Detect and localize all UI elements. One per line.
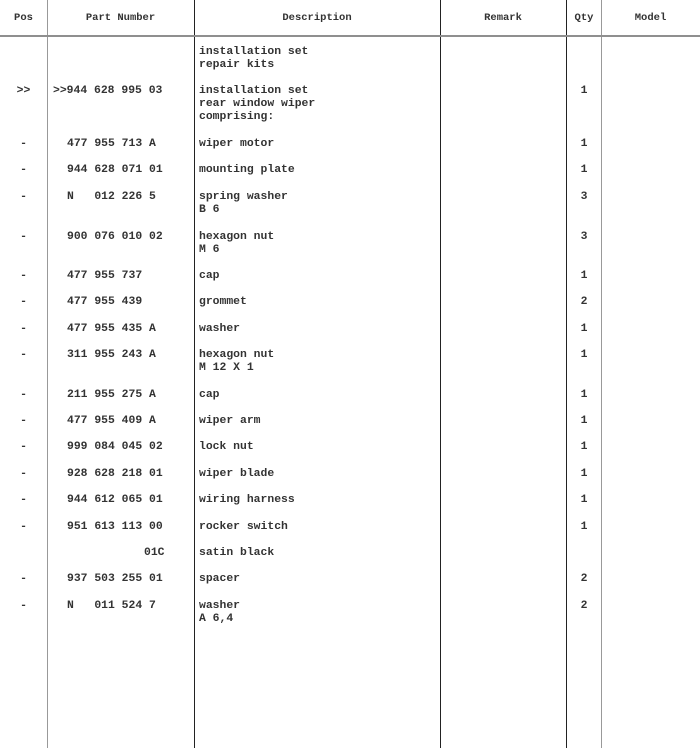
header-description: Description <box>282 12 352 24</box>
pos-cell: - <box>20 296 27 308</box>
qty-cell: 3 <box>580 191 588 203</box>
part-number-cell: 477 955 713 A <box>67 138 156 150</box>
pos-cell: - <box>20 468 27 480</box>
header-model: Model <box>634 12 667 24</box>
pos-cell: - <box>20 349 27 361</box>
qty-cell: 3 <box>580 231 588 243</box>
description-line: rocker switch <box>199 521 288 533</box>
header-remark: Remark <box>484 12 522 24</box>
description-line: M 6 <box>199 244 220 256</box>
description-line: hexagon nut <box>199 349 275 361</box>
description-line: lock nut <box>199 441 254 453</box>
qty-cell: 1 <box>580 164 588 176</box>
description-line: washer <box>199 323 241 335</box>
part-number-cell: 311 955 243 A <box>67 349 156 361</box>
description-line: repair kits <box>199 59 275 71</box>
qty-cell: 1 <box>580 415 588 427</box>
description-line: hexagon nut <box>199 231 275 243</box>
column-divider <box>440 0 441 748</box>
qty-cell: 1 <box>580 323 588 335</box>
qty-cell: 1 <box>580 389 588 401</box>
part-number-cell: 211 955 275 A <box>67 389 156 401</box>
qty-cell: 2 <box>580 296 588 308</box>
pos-cell: - <box>20 521 27 533</box>
column-divider <box>47 0 48 748</box>
description-line: cap <box>199 270 220 282</box>
pos-cell: - <box>20 191 27 203</box>
header-qty: Qty <box>574 12 594 24</box>
part-number-cell: >>944 628 995 03 <box>53 85 163 97</box>
part-number-cell: 951 613 113 00 <box>67 521 163 533</box>
description-line: washer <box>199 600 241 612</box>
header-divider <box>0 35 700 37</box>
qty-cell: 1 <box>580 494 588 506</box>
pos-cell: - <box>20 573 27 585</box>
pos-cell: - <box>20 323 27 335</box>
part-number-cell: 999 084 045 02 <box>67 441 163 453</box>
qty-cell: 2 <box>580 573 588 585</box>
qty-cell: 1 <box>580 468 588 480</box>
header-pos: Pos <box>14 12 33 24</box>
part-number-cell: 928 628 218 01 <box>67 468 163 480</box>
description-line: A 6,4 <box>199 613 234 625</box>
description-line: installation set <box>199 46 309 58</box>
qty-cell: 2 <box>580 600 588 612</box>
part-number-cell: N 011 524 7 <box>67 600 156 612</box>
description-line: spring washer <box>199 191 288 203</box>
column-divider <box>601 0 602 748</box>
description-line: wiring harness <box>199 494 295 506</box>
description-line: wiper arm <box>199 415 261 427</box>
part-number-cell: 477 955 737 <box>67 270 143 282</box>
qty-cell: 1 <box>580 521 588 533</box>
column-divider <box>566 0 567 748</box>
column-divider <box>194 0 195 748</box>
description-line: cap <box>199 389 220 401</box>
part-number-cell: 944 612 065 01 <box>67 494 163 506</box>
qty-cell: 1 <box>580 270 588 282</box>
pos-cell: - <box>20 231 27 243</box>
part-number-cell: 01C <box>144 547 165 559</box>
description-line: rear window wiper <box>199 98 316 110</box>
qty-cell: 1 <box>580 441 588 453</box>
part-number-cell: 477 955 409 A <box>67 415 156 427</box>
qty-cell: 1 <box>580 85 588 97</box>
description-line: spacer <box>199 573 241 585</box>
part-number-cell: 477 955 435 A <box>67 323 156 335</box>
description-line: M 12 X 1 <box>199 362 254 374</box>
header-part-number: Part Number <box>85 12 156 24</box>
pos-cell: - <box>20 138 27 150</box>
pos-cell: - <box>20 270 27 282</box>
pos-cell: - <box>20 441 27 453</box>
part-number-cell: 937 503 255 01 <box>67 573 163 585</box>
description-line: wiper motor <box>199 138 275 150</box>
description-line: B 6 <box>199 204 220 216</box>
part-number-cell: 900 076 010 02 <box>67 231 163 243</box>
description-line: comprising: <box>199 111 275 123</box>
pos-cell: - <box>20 415 27 427</box>
description-line: wiper blade <box>199 468 275 480</box>
part-number-cell: N 012 226 5 <box>67 191 156 203</box>
description-line: satin black <box>199 547 275 559</box>
description-line: grommet <box>199 296 247 308</box>
part-number-cell: 944 628 071 01 <box>67 164 163 176</box>
description-line: installation set <box>199 85 309 97</box>
pos-cell: - <box>20 600 27 612</box>
pos-cell: - <box>20 389 27 401</box>
part-number-cell: 477 955 439 <box>67 296 143 308</box>
description-line: mounting plate <box>199 164 295 176</box>
pos-cell: - <box>20 164 27 176</box>
pos-cell: - <box>20 494 27 506</box>
qty-cell: 1 <box>580 349 588 361</box>
pos-cell: >> <box>16 85 31 97</box>
qty-cell: 1 <box>580 138 588 150</box>
